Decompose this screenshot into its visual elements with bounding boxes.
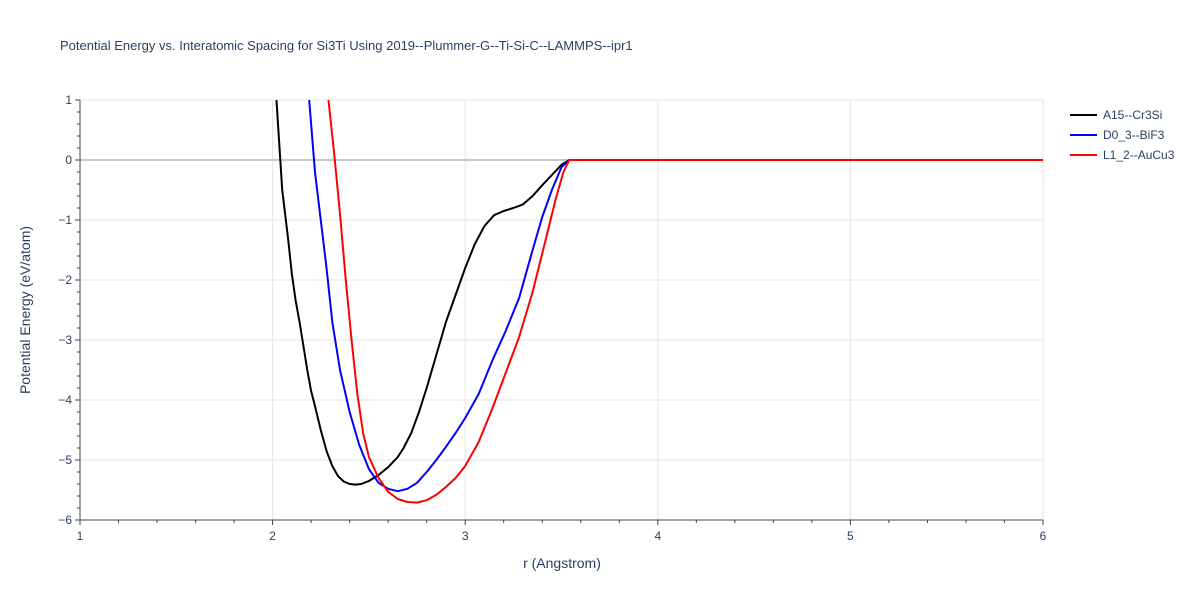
y-tick-label: −4 <box>58 393 72 407</box>
x-axis-title: r (Angstrom) <box>523 555 601 571</box>
x-tick-label: 2 <box>269 529 276 543</box>
x-tick-label: 1 <box>77 529 84 543</box>
y-axis-title: Potential Energy (eV/atom) <box>17 226 33 394</box>
x-tick-label: 6 <box>1040 529 1047 543</box>
chart-title: Potential Energy vs. Interatomic Spacing… <box>60 38 633 53</box>
y-tick-label: −3 <box>58 333 72 347</box>
y-tick-label: −1 <box>58 213 72 227</box>
x-tick-label: 3 <box>462 529 469 543</box>
legend-label[interactable]: L1_2--AuCu3 <box>1103 148 1175 162</box>
legend-label[interactable]: A15--Cr3Si <box>1103 108 1162 122</box>
y-tick-label: 1 <box>65 93 72 107</box>
y-tick-label: −2 <box>58 273 72 287</box>
axes: 1 2 3 4 5 6 −6 −5 −4 −3 −2 −1 0 1 <box>58 93 1046 543</box>
series-line-2 <box>327 100 1043 504</box>
x-tick-label: 5 <box>847 529 854 543</box>
legend[interactable]: A15--Cr3Si D0_3--BiF3 L1_2--AuCu3 <box>1070 108 1175 162</box>
series-line-0 <box>275 100 1043 486</box>
y-tick-label: −5 <box>58 453 72 467</box>
y-tick-label: 0 <box>65 153 72 167</box>
series-lines <box>275 100 1043 504</box>
gridlines <box>80 99 1044 520</box>
y-tick-label: −6 <box>58 513 72 527</box>
x-tick-label: 4 <box>654 529 661 543</box>
legend-label[interactable]: D0_3--BiF3 <box>1103 128 1165 142</box>
